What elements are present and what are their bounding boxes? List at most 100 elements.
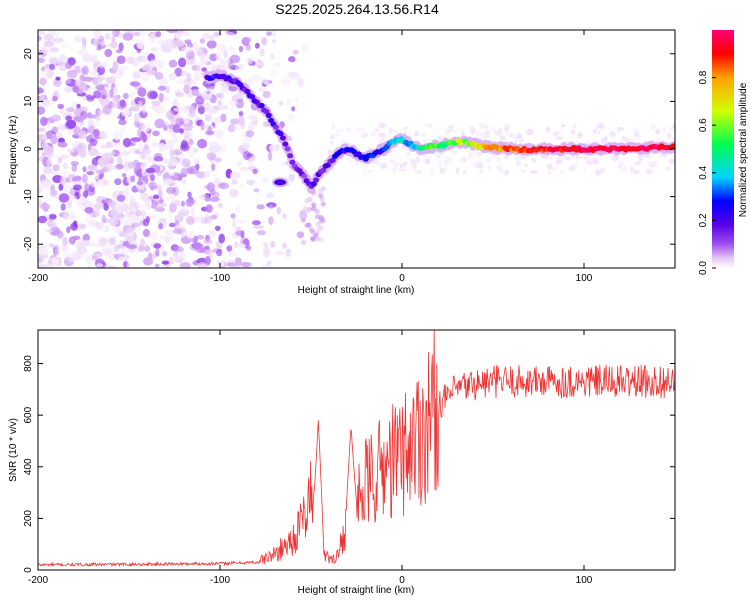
noise-speckle xyxy=(297,77,304,88)
noise-speckle xyxy=(174,150,183,156)
noise-speckle xyxy=(531,157,537,163)
noise-speckle xyxy=(175,92,185,98)
noise-speckle xyxy=(205,204,213,213)
noise-speckle xyxy=(165,178,172,186)
noise-speckle xyxy=(122,173,127,178)
noise-speckle xyxy=(59,124,66,129)
noise-speckle xyxy=(97,151,103,156)
noise-speckle xyxy=(622,166,628,173)
noise-speckle xyxy=(105,264,111,268)
noise-speckle xyxy=(498,134,506,141)
noise-speckle xyxy=(153,243,162,249)
noise-speckle xyxy=(151,46,158,52)
spectrogram-y-tick-label: -10 xyxy=(23,189,34,204)
noise-speckle xyxy=(57,141,68,148)
noise-speckle xyxy=(552,132,558,137)
noise-speckle xyxy=(52,164,60,172)
noise-speckle xyxy=(142,228,150,238)
noise-speckle xyxy=(138,72,149,81)
noise-speckle xyxy=(530,170,538,175)
noise-speckle xyxy=(43,145,54,155)
noise-speckle xyxy=(141,65,151,72)
noise-speckle xyxy=(57,230,64,239)
noise-speckle xyxy=(376,160,380,165)
noise-speckle xyxy=(57,103,64,110)
noise-speckle xyxy=(577,131,583,137)
snr-y-tick-label: 400 xyxy=(23,458,34,475)
noise-speckle xyxy=(39,77,47,86)
noise-speckle xyxy=(70,102,78,107)
noise-speckle xyxy=(315,236,321,242)
noise-speckle xyxy=(132,58,140,68)
noise-speckle xyxy=(41,180,51,190)
noise-speckle xyxy=(143,159,150,169)
noise-speckle xyxy=(560,124,566,128)
noise-speckle xyxy=(478,123,484,129)
spectrogram-y-label: Frequency (Hz) xyxy=(8,116,19,185)
noise-speckle xyxy=(130,90,135,99)
noise-speckle xyxy=(138,215,144,221)
ridge-point xyxy=(310,181,317,187)
noise-speckle xyxy=(122,92,129,100)
ridge-point xyxy=(263,108,270,115)
noise-speckle xyxy=(60,203,66,211)
ridge-point xyxy=(244,88,251,95)
noise-speckle xyxy=(100,144,111,149)
noise-speckle xyxy=(183,134,189,142)
noise-speckle xyxy=(204,197,211,202)
noise-speckle xyxy=(38,134,47,143)
noise-speckle xyxy=(235,98,244,109)
noise-speckle xyxy=(107,200,117,206)
noise-speckle xyxy=(207,63,217,72)
noise-speckle xyxy=(261,176,270,183)
noise-speckle xyxy=(46,220,54,228)
noise-speckle xyxy=(181,200,185,207)
noise-speckle xyxy=(81,201,93,208)
noise-speckle xyxy=(171,135,179,144)
noise-speckle xyxy=(95,221,104,230)
noise-speckle xyxy=(144,202,152,210)
noise-speckle xyxy=(193,47,204,54)
noise-speckle xyxy=(436,135,443,141)
noise-speckle xyxy=(195,243,205,253)
snr-y-axis: 0 200 400 600 800 xyxy=(23,355,675,573)
noise-speckle xyxy=(594,169,602,176)
noise-speckle xyxy=(62,236,68,247)
noise-speckle xyxy=(136,40,145,50)
noise-speckle xyxy=(38,30,46,35)
noise-speckle xyxy=(245,130,255,138)
noise-speckle xyxy=(168,168,176,177)
noise-speckle xyxy=(487,165,493,170)
noise-speckle xyxy=(361,132,368,136)
noise-speckle xyxy=(151,142,159,147)
noise-speckle xyxy=(43,99,50,108)
noise-speckle xyxy=(149,59,160,65)
noise-speckle xyxy=(179,208,190,214)
noise-speckle xyxy=(591,157,598,162)
spectrogram-y-tick-label: 10 xyxy=(23,95,34,107)
noise-speckle xyxy=(572,124,577,129)
noise-speckle xyxy=(214,225,221,231)
noise-speckle xyxy=(252,168,258,175)
noise-speckle xyxy=(582,153,589,161)
noise-speckle xyxy=(159,197,164,205)
noise-speckle xyxy=(93,38,99,47)
noise-speckle xyxy=(479,169,483,174)
noise-speckle xyxy=(204,170,209,178)
noise-speckle xyxy=(217,202,223,209)
noise-speckle xyxy=(142,56,147,62)
noise-speckle xyxy=(115,227,122,234)
noise-speckle xyxy=(497,127,502,133)
noise-speckle xyxy=(140,192,150,202)
noise-speckle xyxy=(235,64,243,73)
noise-speckle xyxy=(166,110,175,120)
noise-speckle xyxy=(335,132,340,137)
noise-speckle xyxy=(206,182,215,193)
noise-speckle xyxy=(329,140,334,145)
noise-speckle xyxy=(380,132,387,140)
noise-speckle xyxy=(154,118,165,129)
noise-speckle xyxy=(155,248,160,257)
noise-speckle xyxy=(230,213,236,219)
noise-speckle xyxy=(67,254,76,263)
noise-speckle xyxy=(137,228,142,233)
